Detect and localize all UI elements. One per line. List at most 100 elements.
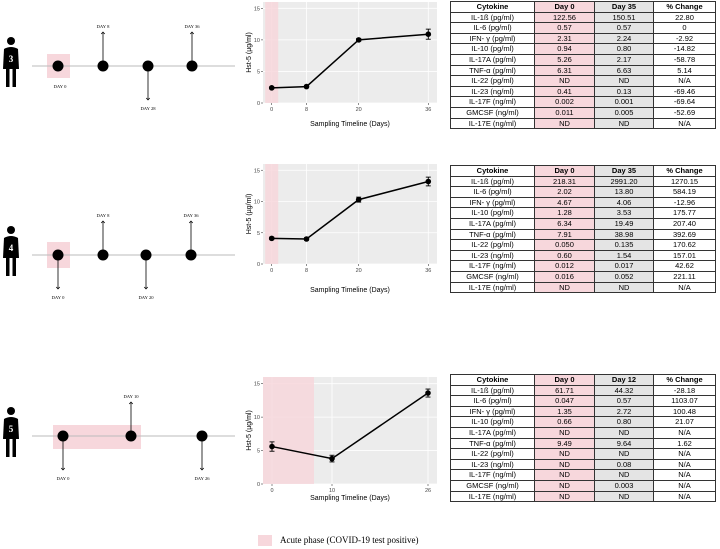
acute-phase-band [265, 164, 279, 264]
timeline-point [52, 249, 64, 261]
table-cell: 0.66 [534, 416, 595, 428]
table-cell: 0.017 [594, 260, 654, 272]
data-point [268, 85, 275, 91]
y-tick-label: 5 [257, 231, 260, 237]
table-cell: IL-17F (ng/ml) [450, 96, 535, 108]
table-row: GMCSF (ng/ml) 0.011 0.005 -52.69 [450, 106, 716, 119]
table-row: IL-22 (pg/ml) ND ND N/A [450, 448, 716, 460]
table-cell: GMCSF (ng/ml) [450, 106, 535, 119]
table-cell: IL-6 (pg/ml) [450, 186, 535, 198]
patient-panel-1: 3 DAY 0 DAY 8 DAY 28 DAY 36 0 5 10 15 0 8 20 36 Samp… [0, 0, 720, 160]
table-cell: 584.19 [653, 186, 716, 198]
table-cell: 9.49 [534, 437, 595, 450]
table-row: IL-17A (pg/ml) ND ND N/A [450, 426, 716, 439]
y-tick-label: 15 [254, 6, 260, 12]
table-cell: IL-22 (pg/ml) [450, 448, 535, 460]
table-cell: 38.98 [594, 228, 654, 241]
y-tick-label: 10 [254, 415, 260, 421]
timeline-day-label: DAY 10 [123, 394, 139, 399]
series-line [271, 180, 429, 240]
table-row: IL-17E (ng/ml) ND ND N/A [450, 281, 716, 294]
table-cell: N/A [653, 75, 716, 87]
table-cell: -69.64 [653, 96, 716, 108]
timeline-day-label: DAY 0 [57, 476, 71, 481]
table-header-row: Cytokine Day 0 Day 35% Change [450, 1, 716, 13]
table-header-row: Cytokine Day 0 Day 35% Change [450, 165, 716, 177]
table-cell: 1.62 [653, 437, 716, 450]
person-leg-left [6, 257, 10, 276]
timeline-arrowhead [143, 286, 149, 290]
table-cell: IL-17E (ng/ml) [450, 490, 535, 503]
timeline-day-label: DAY 20 [138, 295, 154, 300]
table-cell: -12.96 [653, 196, 716, 209]
table-cell: N/A [653, 479, 716, 492]
person-leg-right [12, 257, 16, 276]
timeline-arrowhead [199, 467, 205, 471]
y-tick-label: 0 [257, 482, 260, 488]
data-point [269, 443, 275, 450]
data-point [268, 235, 275, 242]
table-cell: -14.82 [653, 43, 716, 55]
table-cell: 175.77 [653, 207, 716, 219]
timeline-arrowhead [188, 220, 194, 224]
table-row: TNF-α (pg/ml) 9.49 9.64 1.62 [450, 437, 716, 450]
series-line [271, 33, 429, 89]
table-row: IL-17A (pg/ml) 6.34 19.49 207.40 [450, 217, 716, 230]
table-cell: 392.69 [653, 228, 716, 241]
table-cell: ND [534, 75, 595, 87]
table-cell: 6.34 [534, 217, 595, 230]
x-tick-label: 36 [425, 107, 431, 113]
table-cell: IL-10 (pg/ml) [450, 207, 535, 219]
x-axis-label: Sampling Timeline (Days) [310, 287, 390, 294]
table-header-cell: Cytokine [450, 1, 535, 13]
table-cell: IL-17A (pg/ml) [450, 217, 535, 230]
table-header-cell: % Change [653, 165, 716, 177]
x-tick-label: 8 [305, 268, 308, 274]
timeline-day-label: DAY 8 [97, 24, 111, 29]
timeline-day-label: DAY 0 [54, 84, 68, 89]
timeline-arrowhead [100, 31, 106, 35]
table-cell: N/A [653, 117, 716, 130]
table-cell: 3.53 [594, 207, 654, 219]
table-cell: 0.57 [534, 22, 595, 34]
x-tick-label: 0 [270, 488, 273, 494]
x-tick-label: 10 [329, 488, 335, 494]
table-cell: IL-17A (pg/ml) [450, 426, 535, 439]
table-cell: 150.51 [594, 11, 654, 24]
table-row: TNF-α (pg/ml) 6.31 6.63 5.14 [450, 64, 716, 77]
table-cell: ND [534, 490, 595, 503]
person-leg-right [12, 438, 16, 457]
table-cell: 2.72 [594, 405, 654, 418]
table-cell: 218.31 [534, 175, 595, 188]
cytokine-table: Cytokine Day 0 Day 35% Change IL-1ß (pg/ml)… [450, 165, 716, 294]
table-row: IL-17F (ng/ml) 0.002 0.001 -69.64 [450, 96, 716, 108]
timeline-diagram: 4 DAY 0 DAY 8 DAY 20 DAY 36 [3, 213, 235, 300]
table-cell: TNF-α (pg/ml) [450, 228, 535, 241]
table-cell: ND [534, 448, 595, 460]
timeline-day-label: DAY 8 [97, 213, 111, 218]
table-cell: 0.005 [594, 106, 654, 119]
table-cell: 61.71 [534, 384, 595, 397]
hst5-line-chart: 0 5 10 15 0 8 20 36 Sampling Timeline (Days) Hst-… [246, 164, 437, 294]
data-point [303, 236, 310, 242]
table-cell: 19.49 [594, 217, 654, 230]
table-row: GMCSF (ng/ml) 0.016 0.052 221.11 [450, 270, 716, 283]
table-cell: ND [534, 479, 595, 492]
table-cell: IL-17E (ng/ml) [450, 281, 535, 294]
table-cell: 0.13 [594, 85, 654, 98]
table-cell: IFN- γ (pg/ml) [450, 405, 535, 418]
table-header-cell: % Change [653, 1, 716, 13]
table-cell: 1.54 [594, 249, 654, 262]
table-row: IL-17F (ng/ml) ND ND N/A [450, 469, 716, 481]
table-cell: 1103.07 [653, 395, 716, 407]
y-axis-label: Hst-5 (µg/ml) [246, 194, 253, 235]
table-cell: ND [534, 281, 595, 294]
table-cell: N/A [653, 469, 716, 481]
x-axis-label: Sampling Timeline (Days) [310, 121, 390, 128]
table-row: IL-22 (pg/ml) ND ND N/A [450, 75, 716, 87]
table-row: IL-17E (ng/ml) ND ND N/A [450, 117, 716, 130]
table-row: IL-17E (ng/ml) ND ND N/A [450, 490, 716, 503]
table-cell: TNF-α (pg/ml) [450, 437, 535, 450]
table-cell: 2.17 [594, 53, 654, 66]
table-cell: 13.80 [594, 186, 654, 198]
